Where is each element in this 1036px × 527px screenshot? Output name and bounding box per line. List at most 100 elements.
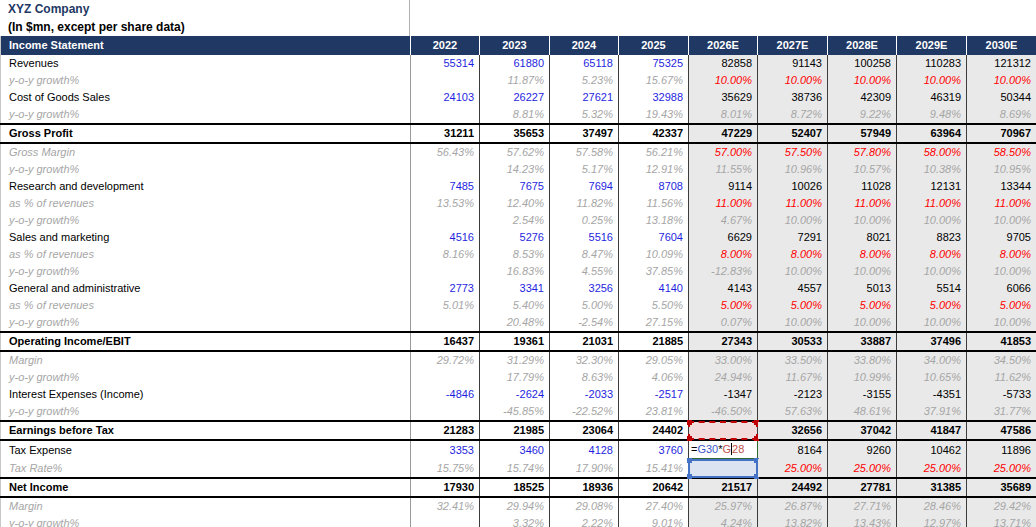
cell-interest-expenses-income-2027e[interactable]: -2123 [758,386,828,403]
row-label-tax-rate[interactable]: Tax Rate% [1,459,411,478]
cell-margin-2026e[interactable]: 25.97% [689,497,758,515]
cell-y-o-y-growth-2023[interactable]: 11.87% [480,72,550,89]
cell-y-o-y-growth-2030e[interactable]: 10.00% [967,314,1036,332]
cell-as-of-revenues-2022[interactable]: 5.01% [411,297,480,314]
cell-y-o-y-growth-2029e[interactable]: 37.91% [897,403,967,421]
cell-margin-2023[interactable]: 29.94% [480,497,550,515]
cell-gross-profit-2029e[interactable]: 63964 [897,124,967,143]
cell-sales-and-marketing-2025[interactable]: 7604 [619,229,689,246]
cell-sales-and-marketing-2024[interactable]: 5516 [550,229,619,246]
cell-as-of-revenues-2025[interactable]: 5.50% [619,297,689,314]
cell-y-o-y-growth-2028e[interactable]: 10.99% [828,369,897,386]
cell-as-of-revenues-2024[interactable]: 11.82% [550,195,619,212]
cell-revenues-2025[interactable]: 75325 [619,55,689,72]
cell-interest-expenses-income-2028e[interactable]: -3155 [828,386,897,403]
cell-as-of-revenues-2028e[interactable]: 8.00% [828,246,897,263]
cell-general-and-administrative-2023[interactable]: 3341 [480,280,550,297]
cell-earnings-before-tax-2028e[interactable]: 37042 [828,421,897,440]
cell-y-o-y-growth-2029e[interactable]: 9.48% [897,106,967,124]
row-label-margin[interactable]: Margin [1,497,411,515]
row-label-general-and-administrative[interactable]: General and administrative [1,280,411,297]
cell-y-o-y-growth-2025[interactable]: 13.18% [619,212,689,229]
row-label-y-o-y-growth[interactable]: y-o-y growth% [1,314,411,332]
cell-gross-profit-2026e[interactable]: 47229 [689,124,758,143]
row-label-gross-margin[interactable]: Gross Margin [1,143,411,161]
cell-y-o-y-growth-2028e[interactable]: 10.00% [828,314,897,332]
selected-cell-earnings-before-tax-2026e[interactable] [689,421,758,440]
cell-net-income-2024[interactable]: 18936 [550,478,619,497]
cell-y-o-y-growth-2026e[interactable]: -46.50% [689,403,758,421]
cell-margin-2027e[interactable]: 26.87% [758,497,828,515]
cell-operating-income-ebit-2029e[interactable]: 37496 [897,332,967,351]
cell-y-o-y-growth-2028e[interactable]: 10.00% [828,263,897,280]
row-label-revenues[interactable]: Revenues [1,55,411,72]
cell-y-o-y-growth-2024[interactable]: 5.17% [550,161,619,178]
cell-y-o-y-growth-2026e[interactable]: 4.67% [689,212,758,229]
cell-y-o-y-growth-2030e[interactable]: 31.77% [967,403,1036,421]
cell-y-o-y-growth-2028e[interactable]: 10.00% [828,72,897,89]
cell-y-o-y-growth-2028e[interactable]: 13.43% [828,515,897,527]
formula-edit-cell-tax-expense-2026e[interactable]: =G30*G28 [689,440,758,459]
cell-net-income-2028e[interactable]: 27781 [828,478,897,497]
cell-as-of-revenues-2026e[interactable]: 8.00% [689,246,758,263]
header-year-2029e[interactable]: 2029E [897,36,967,55]
cell-operating-income-ebit-2026e[interactable]: 27343 [689,332,758,351]
cell-margin-2025[interactable]: 27.40% [619,497,689,515]
cell-cost-of-goods-sales-2028e[interactable]: 42309 [828,89,897,106]
cell-tax-expense-2029e[interactable]: 10462 [897,440,967,459]
row-label-margin[interactable]: Margin [1,351,411,369]
cell-y-o-y-growth-2029e[interactable]: 10.00% [897,314,967,332]
cell-y-o-y-growth-2023[interactable]: 2.54% [480,212,550,229]
cell-y-o-y-growth-2030e[interactable]: 13.71% [967,515,1036,527]
cell-y-o-y-growth-2022[interactable] [411,314,480,332]
header-income-statement[interactable]: Income Statement [1,36,411,55]
cell-revenues-2029e[interactable]: 110283 [897,55,967,72]
cell-gross-margin-2027e[interactable]: 57.50% [758,143,828,161]
cell-y-o-y-growth-2030e[interactable]: 10.00% [967,263,1036,280]
cell-as-of-revenues-2029e[interactable]: 5.00% [897,297,967,314]
cell-y-o-y-growth-2030e[interactable]: 10.00% [967,72,1036,89]
cell-as-of-revenues-2027e[interactable]: 8.00% [758,246,828,263]
header-year-2026e[interactable]: 2026E [689,36,758,55]
cell-y-o-y-growth-2024[interactable]: 5.32% [550,106,619,124]
cell-y-o-y-growth-2027e[interactable]: 8.72% [758,106,828,124]
cell-sales-and-marketing-2028e[interactable]: 8021 [828,229,897,246]
cell-y-o-y-growth-2029e[interactable]: 10.00% [897,72,967,89]
cell-general-and-administrative-2024[interactable]: 3256 [550,280,619,297]
cell-as-of-revenues-2023[interactable]: 8.53% [480,246,550,263]
cell-research-and-development-2029e[interactable]: 12131 [897,178,967,195]
cell-tax-rate-2028e[interactable]: 25.00% [828,459,897,478]
cell-gross-profit-2028e[interactable]: 57949 [828,124,897,143]
selection-handle[interactable] [687,420,692,425]
cell-y-o-y-growth-2024[interactable]: 4.55% [550,263,619,280]
cell-sales-and-marketing-2022[interactable]: 4516 [411,229,480,246]
cell-y-o-y-growth-2022[interactable] [411,263,480,280]
cell-gross-margin-2028e[interactable]: 57.80% [828,143,897,161]
cell-y-o-y-growth-2025[interactable]: 15.67% [619,72,689,89]
cell-tax-rate-2023[interactable]: 15.74% [480,459,550,478]
cell-as-of-revenues-2024[interactable]: 8.47% [550,246,619,263]
cell-y-o-y-growth-2022[interactable] [411,515,480,527]
cell-gross-margin-2024[interactable]: 57.58% [550,143,619,161]
cell-as-of-revenues-2025[interactable]: 11.56% [619,195,689,212]
cell-revenues-2028e[interactable]: 100258 [828,55,897,72]
cell-operating-income-ebit-2028e[interactable]: 33887 [828,332,897,351]
cell-revenues-2022[interactable]: 55314 [411,55,480,72]
header-year-2030e[interactable]: 2030E [967,36,1036,55]
cell-margin-2024[interactable]: 29.08% [550,497,619,515]
row-label-y-o-y-growth[interactable]: y-o-y growth% [1,369,411,386]
cell-gross-profit-2030e[interactable]: 70967 [967,124,1036,143]
row-label-as-of-revenues[interactable]: as % of revenues [1,195,411,212]
cell-gross-profit-2023[interactable]: 35653 [480,124,550,143]
cell-cost-of-goods-sales-2025[interactable]: 32988 [619,89,689,106]
cell-as-of-revenues-2029e[interactable]: 11.00% [897,195,967,212]
cell-as-of-revenues-2026e[interactable]: 11.00% [689,195,758,212]
row-label-earnings-before-tax[interactable]: Earnings before Tax [1,421,411,440]
cell-as-of-revenues-2027e[interactable]: 11.00% [758,195,828,212]
cell-y-o-y-growth-2026e[interactable]: 11.55% [689,161,758,178]
cell-earnings-before-tax-2022[interactable]: 21283 [411,421,480,440]
cell-margin-2028e[interactable]: 27.71% [828,497,897,515]
cell-y-o-y-growth-2027e[interactable]: 10.00% [758,314,828,332]
cell-interest-expenses-income-2029e[interactable]: -4351 [897,386,967,403]
cell-research-and-development-2028e[interactable]: 11028 [828,178,897,195]
